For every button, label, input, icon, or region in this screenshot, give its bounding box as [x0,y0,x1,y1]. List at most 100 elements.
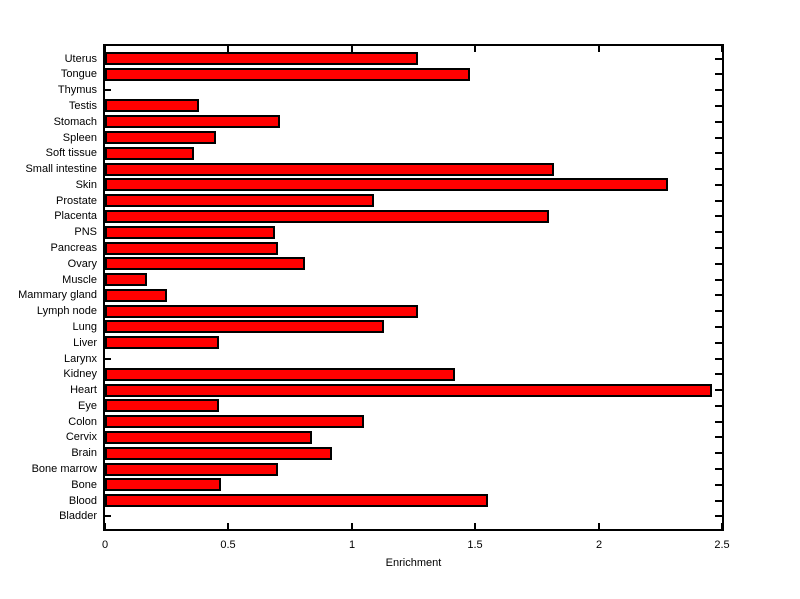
bar [105,305,418,318]
y-tick-mark [105,515,111,517]
y-tick-label: Ovary [67,258,97,270]
bar [105,384,712,397]
x-tick-label: 2.5 [714,539,730,551]
x-tick-label: 1 [348,539,356,551]
x-tick-mark [598,46,600,52]
y-tick-label: Spleen [62,132,97,144]
bar [105,415,364,428]
y-tick-label: Mammary gland [18,289,97,301]
bar [105,273,147,286]
y-tick-label: Lung [72,321,97,333]
y-tick-label: Placenta [54,210,97,222]
x-tick-mark [227,46,229,52]
y-tick-label: Liver [73,337,97,349]
x-tick-mark [721,46,723,52]
x-tick-mark [104,46,106,52]
bar [105,163,554,176]
y-tick-mark [715,168,722,170]
x-tick-label: 1.5 [467,539,483,551]
y-tick-mark [715,436,722,438]
y-tick-label: Lymph node [36,305,97,317]
x-axis-title: Enrichment [385,557,442,569]
y-tick-mark [715,500,722,502]
y-tick-mark [715,152,722,154]
y-tick-mark [715,421,722,423]
bar [105,289,167,302]
y-tick-label: Pancreas [50,242,97,254]
bar [105,131,216,144]
y-tick-label: Stomach [53,116,97,128]
bar [105,257,305,270]
bar [105,336,219,349]
y-tick-label: Cervix [65,431,97,443]
y-tick-label: Testis [68,100,97,112]
bar [105,320,384,333]
x-tick-label: 0 [101,539,109,551]
y-tick-mark [715,263,722,265]
y-tick-label: Small intestine [25,163,97,175]
y-tick-label: Uterus [64,53,97,65]
y-tick-label: Bladder [59,510,97,522]
plot-area [103,44,724,531]
y-tick-label: Eye [78,400,97,412]
bar [105,399,219,412]
y-tick-label: Colon [68,416,97,428]
bar [105,431,312,444]
y-tick-mark [715,468,722,470]
y-tick-mark [715,373,722,375]
bar [105,242,278,255]
y-tick-label: Muscle [62,274,97,286]
x-tick-label: 0.5 [220,539,236,551]
x-tick-mark [351,46,353,52]
y-tick-label: Skin [75,179,97,191]
y-tick-label: Bone [71,479,97,491]
x-tick-mark [227,523,229,529]
bar [105,210,549,223]
y-tick-label: Thymus [57,84,97,96]
y-tick-label: Blood [68,495,97,507]
bar [105,68,470,81]
y-tick-mark [715,184,722,186]
bar [105,463,278,476]
bar [105,115,280,128]
y-tick-mark [105,358,111,360]
y-tick-mark [715,58,722,60]
y-tick-mark [715,405,722,407]
y-tick-mark [715,452,722,454]
y-tick-mark [715,200,722,202]
bar [105,478,221,491]
y-tick-label: Bone marrow [31,463,97,475]
y-tick-label: Brain [71,447,97,459]
y-tick-mark [715,358,722,360]
bar [105,178,668,191]
x-tick-mark [474,46,476,52]
y-tick-mark [715,105,722,107]
bar [105,52,418,65]
y-tick-label: Larynx [63,353,97,365]
y-tick-label: Heart [70,384,97,396]
y-tick-mark [715,231,722,233]
y-tick-mark [715,279,722,281]
y-tick-mark [715,342,722,344]
bar [105,147,194,160]
x-tick-mark [351,523,353,529]
bar [105,494,488,507]
y-tick-mark [715,247,722,249]
x-tick-mark [721,523,723,529]
y-tick-label: Prostate [56,195,97,207]
y-tick-mark [715,294,722,296]
y-tick-label: Kidney [63,368,97,380]
bar [105,99,199,112]
y-tick-mark [715,137,722,139]
x-tick-mark [598,523,600,529]
y-tick-mark [715,310,722,312]
y-tick-mark [715,484,722,486]
bar [105,447,332,460]
y-tick-mark [715,89,722,91]
y-tick-mark [715,326,722,328]
y-tick-mark [715,389,722,391]
x-tick-mark [474,523,476,529]
y-tick-label: PNS [74,226,97,238]
y-tick-mark [715,515,722,517]
